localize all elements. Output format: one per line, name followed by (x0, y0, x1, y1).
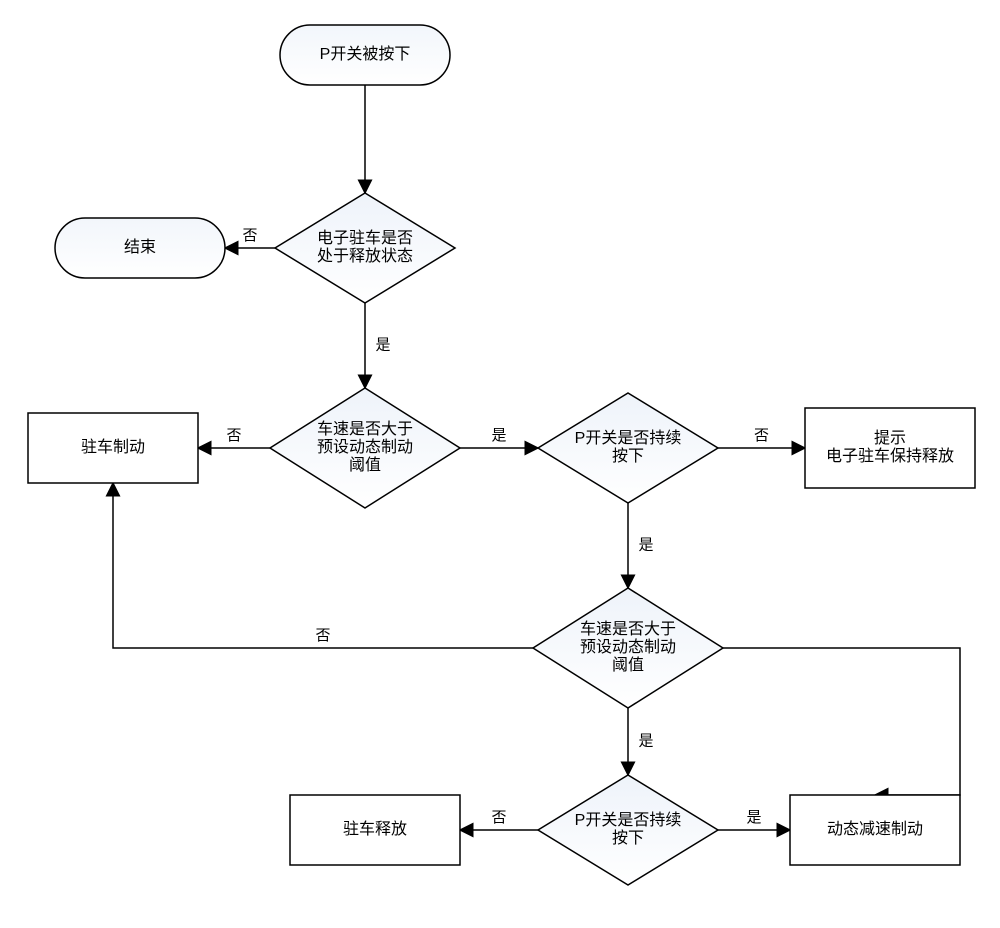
node-label: 驻车释放 (343, 820, 407, 838)
node-label: 预设动态制动 (580, 638, 676, 656)
node-d4: 车速是否大于预设动态制动阈值 (533, 588, 723, 708)
node-label: 驻车制动 (81, 438, 145, 456)
node-label: 车速是否大于 (580, 620, 676, 638)
nodes-layer: P开关被按下结束电子驻车是否处于释放状态车速是否大于预设动态制动阈值P开关是否持… (28, 25, 975, 885)
edge-label: 否 (491, 809, 506, 826)
node-d3: P开关是否持续按下 (538, 393, 718, 503)
node-d2: 车速是否大于预设动态制动阈值 (270, 388, 460, 508)
edge-label: 否 (754, 427, 769, 444)
node-label: 车速是否大于 (317, 420, 413, 438)
edge-label: 否 (226, 427, 241, 444)
edge-label: 是 (746, 809, 761, 826)
edge (113, 483, 533, 648)
node-label: 处于释放状态 (317, 247, 413, 265)
node-end: 结束 (55, 218, 225, 278)
edge-label: 否 (242, 227, 257, 244)
node-label: 结束 (124, 238, 156, 256)
node-p_brake: 驻车制动 (28, 413, 198, 483)
edge-label: 是 (638, 536, 653, 553)
node-label: P开关被按下 (320, 45, 411, 63)
node-p_dyn: 动态减速制动 (790, 795, 960, 865)
node-label: 阈值 (349, 456, 381, 474)
node-d1: 电子驻车是否处于释放状态 (275, 193, 455, 303)
node-label: 电子驻车保持释放 (826, 447, 954, 465)
node-start: P开关被按下 (280, 25, 450, 85)
edge (723, 648, 960, 795)
node-label: 电子驻车是否 (317, 229, 413, 247)
node-label: 阈值 (612, 656, 644, 674)
edge-label: 否 (315, 627, 330, 644)
node-label: P开关是否持续 (575, 429, 682, 447)
node-p_tip: 提示电子驻车保持释放 (805, 408, 975, 488)
node-label: 预设动态制动 (317, 438, 413, 456)
node-label: P开关是否持续 (575, 811, 682, 829)
node-d5: P开关是否持续按下 (538, 775, 718, 885)
node-p_rel: 驻车释放 (290, 795, 460, 865)
node-label: 动态减速制动 (827, 820, 923, 838)
edge-label: 是 (638, 732, 653, 749)
edge-label: 是 (491, 427, 506, 444)
node-label: 按下 (612, 447, 644, 465)
node-label: 按下 (612, 829, 644, 847)
edge-label: 是 (375, 336, 390, 353)
node-label: 提示 (874, 429, 906, 447)
